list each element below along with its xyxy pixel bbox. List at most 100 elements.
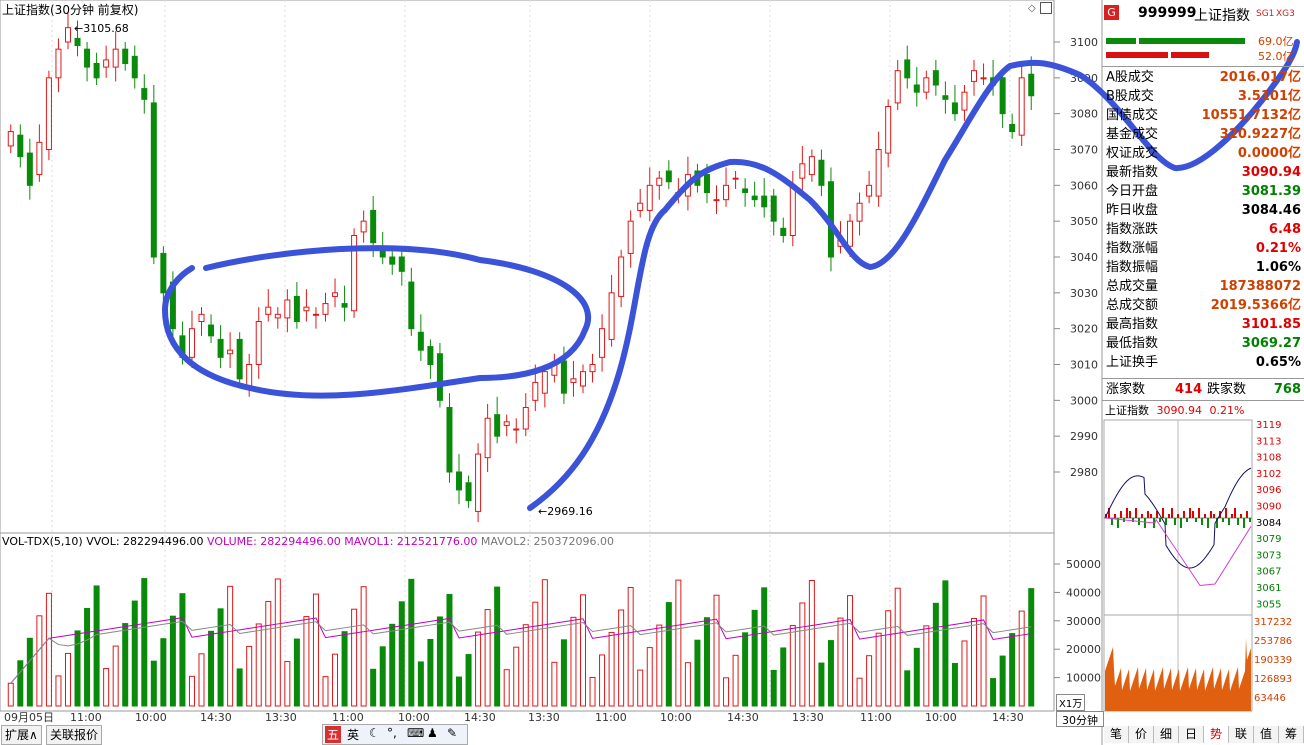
fall-value: 768 <box>1273 382 1301 397</box>
y-tick-label: 3040 <box>1070 251 1098 264</box>
volume-bar <box>732 654 739 707</box>
volume-bar <box>1028 588 1035 707</box>
side-tab[interactable]: 筹 <box>1279 726 1304 743</box>
volume-bar <box>17 660 24 707</box>
side-tab[interactable]: 势 <box>1204 726 1229 743</box>
volume-bar <box>885 610 892 707</box>
volume-bar <box>198 653 205 707</box>
keyboard-icon[interactable]: ⌨ <box>407 726 425 740</box>
side-tab[interactable]: 细 <box>1154 726 1179 743</box>
high-marker: ←3105.68 <box>74 22 129 35</box>
candle-body <box>637 202 644 211</box>
side-tab[interactable]: 联 <box>1229 726 1254 743</box>
candle-body <box>217 338 224 358</box>
candle-body <box>160 252 167 294</box>
volume-y-axis: 50000 40000 30000 20000 10000 <box>1054 558 1101 685</box>
mini-title-row: 上证指数 3090.94 0.21% <box>1105 402 1244 418</box>
quote-label: 指数涨跌 <box>1106 222 1159 237</box>
rise-label: 涨家数 <box>1106 382 1146 397</box>
volume-bar <box>589 676 596 707</box>
time-label: 14:30 <box>727 711 759 724</box>
quote-label: 总成交额 <box>1106 298 1159 313</box>
side-tab[interactable]: 笔 <box>1104 726 1129 743</box>
candle-body <box>360 220 367 233</box>
volume-bar <box>961 640 968 707</box>
side-tab[interactable]: 价 <box>1129 726 1154 743</box>
badge-xg3[interactable]: XG3 <box>1276 9 1295 19</box>
quote-value: 0.0000亿 <box>1237 146 1301 161</box>
volume-bar <box>45 592 52 707</box>
volume-bar <box>665 602 672 707</box>
punct-icon[interactable]: °, <box>387 726 397 740</box>
candle-body <box>942 95 949 100</box>
mavol2-line <box>10 620 1032 684</box>
ime-toolbar[interactable]: 五 英 ☾ °, ⌨ ♟ ✎ <box>322 724 468 745</box>
quote-label: 权证成交 <box>1106 146 1159 161</box>
badge-sg1[interactable]: SG1 <box>1256 9 1275 19</box>
time-label: 13:30 <box>528 711 560 724</box>
volume-bar <box>312 593 319 707</box>
vol-tick-label: 30000 <box>1066 615 1101 628</box>
y-tick-label: 3010 <box>1070 359 1098 372</box>
volume-bar <box>341 631 348 707</box>
related-quotes-button[interactable]: 关联报价 <box>46 725 103 745</box>
user-icon[interactable]: ♟ <box>427 726 438 740</box>
low-value: 2969.16 <box>547 505 593 518</box>
time-label: 10:00 <box>925 711 957 724</box>
volume-bar <box>494 586 501 707</box>
candle-body <box>74 37 81 47</box>
candle-body <box>961 91 968 111</box>
volume-bar <box>84 607 91 707</box>
volume-bar <box>713 594 720 707</box>
volume-bar <box>599 654 606 707</box>
volume-bar <box>379 646 386 707</box>
volume-bar <box>570 616 577 707</box>
ime-lang[interactable]: 英 <box>347 728 360 742</box>
maximize-icon[interactable] <box>1040 2 1052 14</box>
side-tab[interactable]: 日 <box>1179 726 1204 743</box>
candle-body <box>608 292 615 340</box>
candle-body <box>646 184 653 211</box>
volume-bar <box>217 608 224 707</box>
candle-body <box>751 195 758 201</box>
y-tick-label: 3070 <box>1070 144 1098 157</box>
volume-bar <box>169 615 176 707</box>
quote-value: 3084.46 <box>1241 203 1301 218</box>
candle-body <box>713 199 720 202</box>
ime-mode[interactable]: 五 <box>325 726 342 743</box>
time-label: 11:00 <box>70 711 102 724</box>
volume-bar <box>923 625 930 707</box>
candle-body <box>446 407 453 473</box>
candle-body <box>866 184 873 197</box>
expand-button[interactable]: 扩展∧ <box>1 725 42 745</box>
volume-bar <box>322 676 329 707</box>
time-label: 14:30 <box>464 711 496 724</box>
volume-bar <box>246 645 253 707</box>
mini-vol-tick: 317232 <box>1254 617 1292 628</box>
quote-row: 权证成交 0.0000亿 <box>1105 144 1301 163</box>
sell-bar <box>1171 52 1209 58</box>
candle-body <box>322 303 329 315</box>
side-tab[interactable]: 值 <box>1254 726 1279 743</box>
volume-bar <box>332 653 339 707</box>
candle-body <box>64 27 71 43</box>
diamond-icon[interactable]: ◇ <box>1028 3 1036 14</box>
period-button[interactable]: 30分钟 <box>1056 711 1104 727</box>
buy-bar-left <box>1106 38 1136 44</box>
y-tick-label: 3100 <box>1070 36 1098 49</box>
candle-body <box>513 428 520 431</box>
mini-vol-tick: 253786 <box>1254 636 1292 647</box>
candle-body <box>408 281 415 330</box>
moon-icon[interactable]: ☾ <box>369 726 380 740</box>
candle-body <box>103 59 110 68</box>
candle-body <box>560 360 567 394</box>
quote-label: 指数振幅 <box>1106 260 1159 275</box>
g-badge: G <box>1104 5 1119 20</box>
bar-down-value: 52.0亿 <box>1258 50 1294 63</box>
volume-bar <box>351 608 358 707</box>
y-tick-label: 3000 <box>1070 394 1098 407</box>
wrench-icon[interactable]: ✎ <box>447 726 458 740</box>
candle-body <box>875 149 882 197</box>
fall-label: 跌家数 <box>1207 382 1247 397</box>
